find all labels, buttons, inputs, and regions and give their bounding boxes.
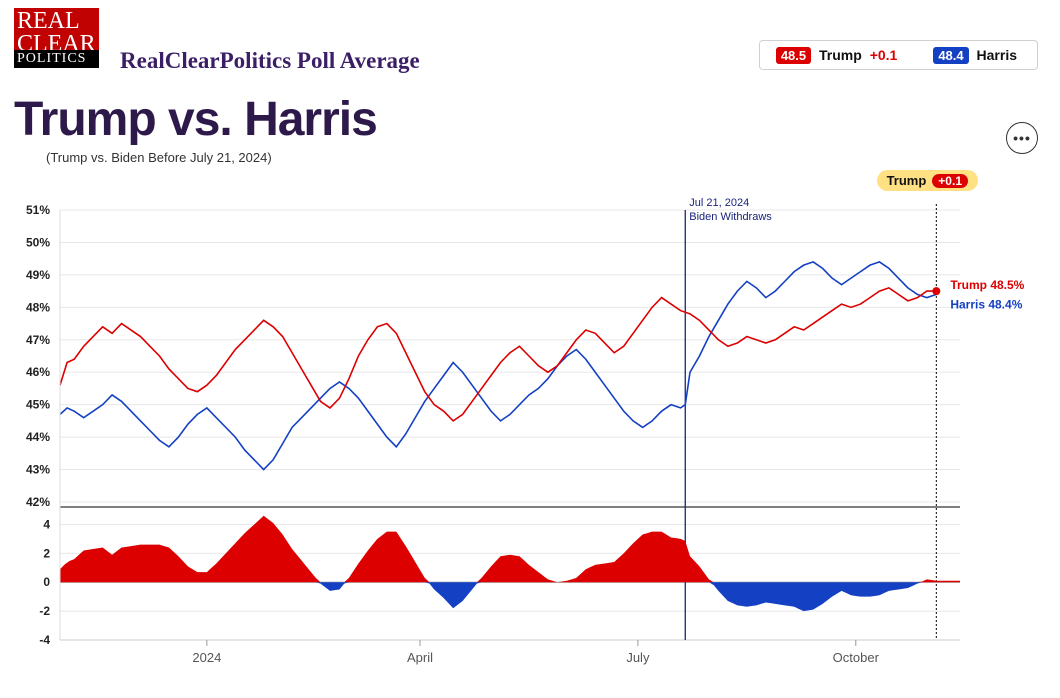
svg-text:43%: 43% [26,463,50,477]
svg-text:42%: 42% [26,495,50,509]
logo-line3: POLITICS [14,50,99,68]
svg-text:46%: 46% [26,365,50,379]
score-trump: 48.5 Trump +0.1 [776,47,898,63]
svg-text:July: July [626,650,650,665]
svg-text:50%: 50% [26,235,50,249]
svg-text:51%: 51% [26,203,50,217]
score-trump-delta: +0.1 [870,47,898,63]
lead-pill: Trump +0.1 [877,170,978,191]
chart-menu-button[interactable]: ••• [1006,122,1038,154]
svg-text:Harris 48.4%: Harris 48.4% [950,297,1022,311]
page-title: Trump vs. Harris [14,92,377,147]
ellipsis-icon: ••• [1013,130,1031,146]
score-trump-badge: 48.5 [776,47,811,64]
lead-pill-delta: +0.1 [932,174,968,188]
svg-text:0: 0 [43,575,50,589]
svg-text:44%: 44% [26,430,50,444]
svg-text:48%: 48% [26,300,50,314]
svg-text:Jul 21, 2024: Jul 21, 2024 [689,197,749,209]
svg-text:45%: 45% [26,398,50,412]
svg-text:-2: -2 [39,604,50,618]
svg-text:Biden Withdraws: Biden Withdraws [689,211,772,223]
page-subtitle: (Trump vs. Biden Before July 21, 2024) [46,150,272,165]
svg-text:Trump 48.5%: Trump 48.5% [950,278,1024,292]
rcp-logo[interactable]: REAL CLEAR POLITICS [14,8,99,68]
score-harris-name: Harris [977,47,1017,63]
poll-chart: 42% 43% 44% 45% 46% 47% 48% 49% 50% 51% -4 -2 0 2 4 202… [0,190,1060,680]
scorebox: 48.5 Trump +0.1 48.4 Harris [759,40,1038,70]
site-title: RealClearPolitics Poll Average [120,48,420,74]
logo-line1: REAL [17,10,96,33]
svg-text:April: April [407,650,433,665]
svg-text:2024: 2024 [192,650,221,665]
svg-text:4: 4 [43,517,50,531]
svg-text:October: October [833,650,880,665]
score-harris-badge: 48.4 [933,47,968,64]
svg-text:-4: -4 [39,633,50,647]
lead-pill-name: Trump [887,173,927,188]
score-trump-name: Trump [819,47,862,63]
svg-text:47%: 47% [26,333,50,347]
svg-text:49%: 49% [26,268,50,282]
svg-text:2: 2 [43,546,50,560]
score-harris: 48.4 Harris [933,47,1021,63]
